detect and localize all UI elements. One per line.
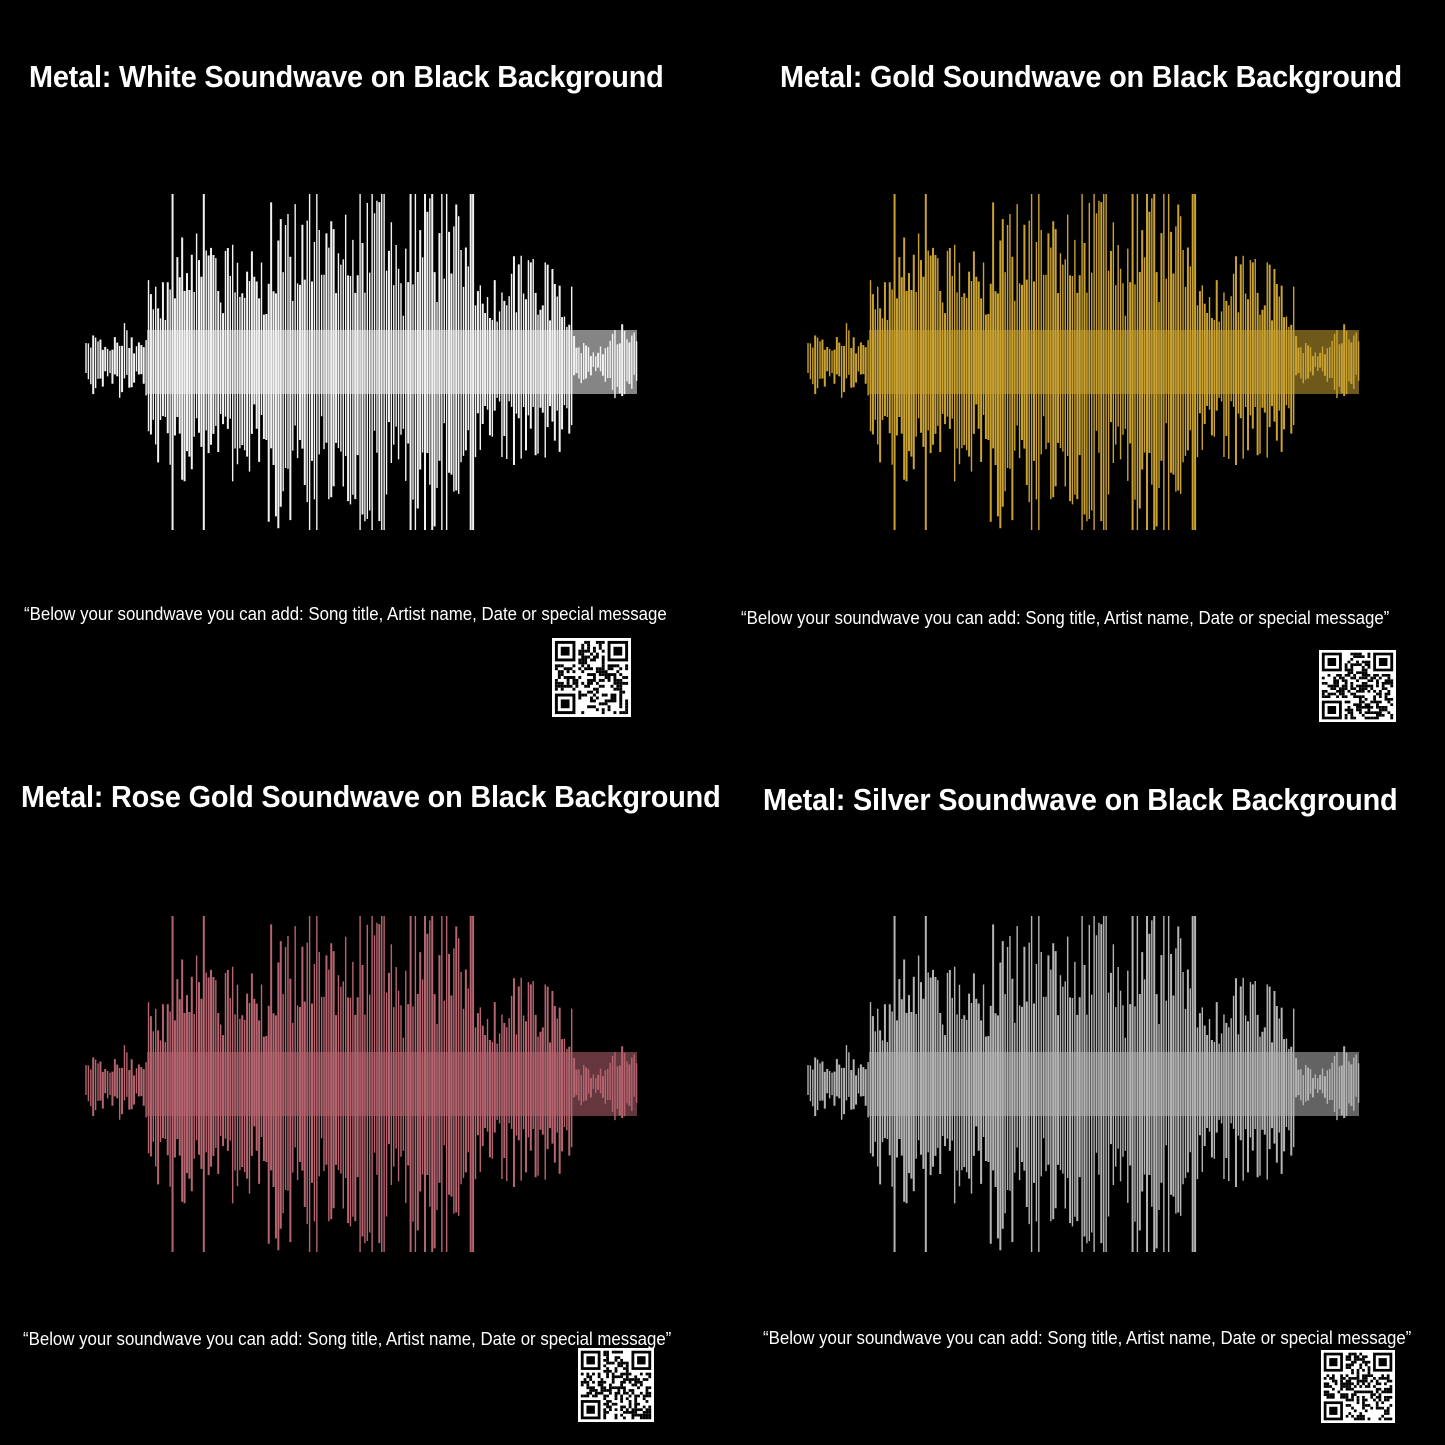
caption-gold: “Below your soundwave you can add: Song … xyxy=(741,608,1390,628)
caption-rose-gold: “Below your soundwave you can add: Song … xyxy=(23,1329,672,1349)
qr-code-icon xyxy=(578,1348,654,1422)
panel-title-silver: Metal: Silver Soundwave on Black Backgro… xyxy=(763,782,1398,817)
qr-code-icon xyxy=(1319,650,1396,722)
panel-title-rose-gold: Metal: Rose Gold Soundwave on Black Back… xyxy=(21,779,721,814)
caption-white: “Below your soundwave you can add: Song … xyxy=(24,604,667,624)
caption-silver: “Below your soundwave you can add: Song … xyxy=(763,1328,1412,1348)
soundwave-rose-gold xyxy=(85,916,638,1252)
soundwave-core xyxy=(147,330,637,394)
soundwave-core xyxy=(869,330,1359,394)
soundwave-gold xyxy=(807,194,1360,530)
soundwave-silver xyxy=(807,916,1360,1252)
qr-code-icon xyxy=(1321,1350,1395,1423)
soundwave-white xyxy=(85,194,638,530)
qr-code-icon xyxy=(552,638,631,717)
panel-title-white: Metal: White Soundwave on Black Backgrou… xyxy=(29,59,664,94)
soundwave-core xyxy=(147,1052,637,1116)
soundwave-core xyxy=(869,1052,1359,1116)
panel-title-gold: Metal: Gold Soundwave on Black Backgroun… xyxy=(780,59,1402,94)
